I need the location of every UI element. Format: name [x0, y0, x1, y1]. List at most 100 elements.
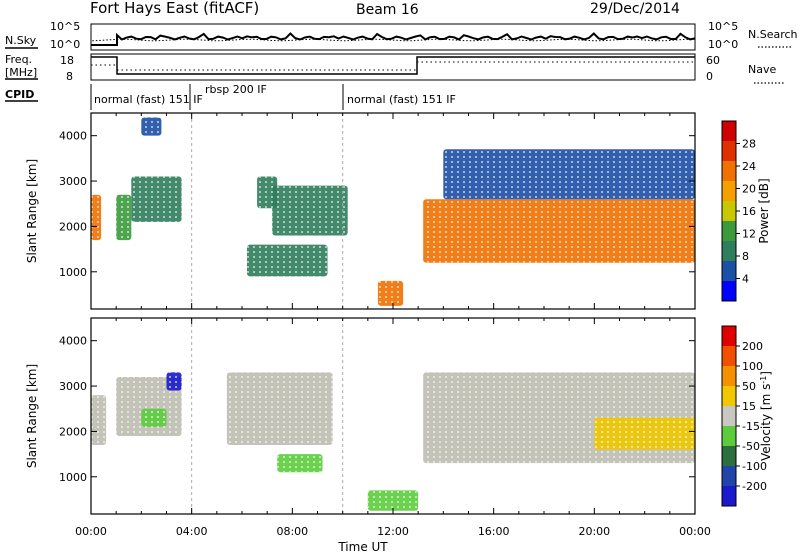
velocity-region-texture	[166, 372, 182, 391]
power-scatter-region	[91, 194, 102, 241]
power-data-marks	[91, 117, 695, 306]
colorbar-segment	[722, 406, 736, 427]
velocity-scatter-region	[141, 408, 167, 427]
velocity-data-marks	[91, 372, 695, 511]
colorbar-segment	[722, 366, 736, 387]
cpid-label: CPID	[5, 88, 34, 101]
y-tick-label: 2000	[59, 220, 87, 233]
colorbar-segment	[722, 261, 736, 282]
velocity-scatter-region	[166, 372, 182, 391]
colorbar-tick-label: 100	[742, 360, 763, 373]
power-axes-frame	[90, 112, 696, 310]
colorbar-tick-label: 24	[742, 160, 756, 173]
velocity-region-texture	[141, 408, 167, 427]
noise-panel: N.Sky 10^5 10^0 10^5 10^0 N.Search	[5, 20, 798, 51]
colorbar-segment	[722, 346, 736, 367]
power-region-texture	[91, 194, 102, 241]
noise-sky-trace	[91, 32, 696, 46]
x-tick-label: 20:00	[578, 525, 610, 538]
colorbar-segment	[722, 181, 736, 202]
noise-search-label: N.Search	[748, 28, 798, 41]
beam-label: Beam 16	[356, 2, 419, 18]
power-scatter-region	[272, 185, 348, 236]
colorbar-segment	[722, 241, 736, 262]
colorbar-segment	[722, 466, 736, 487]
colorbar-tick-label: 12	[742, 228, 756, 241]
y-tick-label: 2000	[59, 425, 87, 438]
colorbar-tick-label: 8	[742, 250, 749, 263]
colorbar-segment	[722, 221, 736, 242]
x-tick-label: 04:00	[176, 525, 208, 538]
freq-tick-high: 18	[60, 54, 74, 67]
noise-left-tick-low: 10^0	[50, 38, 80, 51]
velocity-region-texture	[91, 395, 107, 445]
power-region-texture	[423, 199, 695, 263]
noise-right-tick-low: 10^0	[708, 38, 738, 51]
y-tick-label: 4000	[59, 130, 87, 143]
y-tick-label: 1000	[59, 266, 87, 279]
nave-label: Nave	[748, 63, 776, 76]
cpid-panel: CPID normal (fast) 151 IF rbsp 200 IF no…	[5, 83, 456, 110]
power-region-texture	[377, 280, 404, 306]
colorbar-tick-label: 4	[742, 273, 749, 286]
velocity-colorbar-label: Velocity [m s-1]	[759, 371, 774, 461]
colorbar-tick-label: 16	[742, 205, 756, 218]
noise-left-tick-high: 10^5	[50, 20, 80, 33]
power-colorbar: 28 24 20 16 12 8 4	[721, 120, 756, 302]
power-scatter-region	[131, 176, 182, 222]
colorbar-segment	[722, 121, 736, 142]
power-colorbar-label: Power [dB]	[757, 178, 771, 243]
colorbar-segment	[722, 326, 736, 347]
noise-right-tick-high: 10^5	[708, 20, 738, 33]
colorbar-tick-label: -100	[742, 460, 767, 473]
colorbar-segment	[722, 201, 736, 222]
power-scatter-region	[443, 149, 695, 200]
nave-tick-high: 60	[706, 54, 720, 67]
velocity-scatter-region	[91, 395, 107, 445]
velocity-region-texture	[277, 454, 323, 473]
velocity-region-texture	[594, 417, 695, 450]
velocity-panel: 1000 2000 3000 4000 Slant Range [km] 200 100…	[25, 317, 774, 554]
colorbar-tick-label: -50	[742, 440, 760, 453]
cpid-program-1: normal (fast) 151 IF	[94, 93, 203, 106]
power-y-axis-label: Slant Range [km]	[25, 159, 39, 263]
x-tick-label: 12:00	[377, 525, 409, 538]
velocity-scatter-region	[594, 417, 695, 450]
colorbar-frame	[721, 325, 737, 507]
station-title: Fort Hays East (fitACF)	[90, 0, 259, 17]
x-tick-label: 08:00	[276, 525, 308, 538]
colorbar-tick-label: 20	[742, 183, 756, 196]
colorbar-segment	[722, 426, 736, 447]
velocity-axes-frame	[90, 317, 696, 515]
power-scatter-region	[116, 194, 132, 241]
power-region-texture	[257, 176, 278, 209]
noise-search-trace	[90, 38, 696, 43]
power-panel: 1000 2000 3000 4000 Slant Range [km] 28 24 20…	[25, 112, 771, 310]
colorbar-segment	[722, 141, 736, 162]
freq-trace	[91, 56, 695, 75]
velocity-region-texture	[367, 490, 419, 511]
power-region-texture	[443, 149, 695, 200]
freq-tick-low: 8	[66, 70, 73, 83]
date-label: 29/Dec/2014	[590, 1, 680, 17]
cpid-program-2: rbsp 200 IF	[205, 83, 267, 96]
colorbar-tick-label: -200	[742, 480, 767, 493]
power-scatter-region	[377, 280, 404, 306]
power-scatter-region	[257, 176, 278, 209]
power-region-texture	[141, 117, 162, 136]
colorbar-segment	[722, 486, 736, 507]
colorbar-tick-label: 50	[742, 380, 756, 393]
power-scatter-region	[141, 117, 162, 136]
colorbar-segment	[722, 281, 736, 302]
velocity-scatter-region	[367, 490, 419, 511]
colorbar-tick-label: -15	[742, 420, 760, 433]
colorbar-tick-label: 15	[742, 400, 756, 413]
colorbar-segment	[722, 446, 736, 467]
freq-unit-label: [MHz]	[5, 66, 37, 79]
x-tick-label: 00:00	[75, 525, 107, 538]
velocity-scatter-region	[226, 372, 333, 445]
velocity-region-texture	[226, 372, 333, 445]
freq-panel: Freq. [MHz] 18 8 60 0 Nave	[5, 53, 784, 84]
